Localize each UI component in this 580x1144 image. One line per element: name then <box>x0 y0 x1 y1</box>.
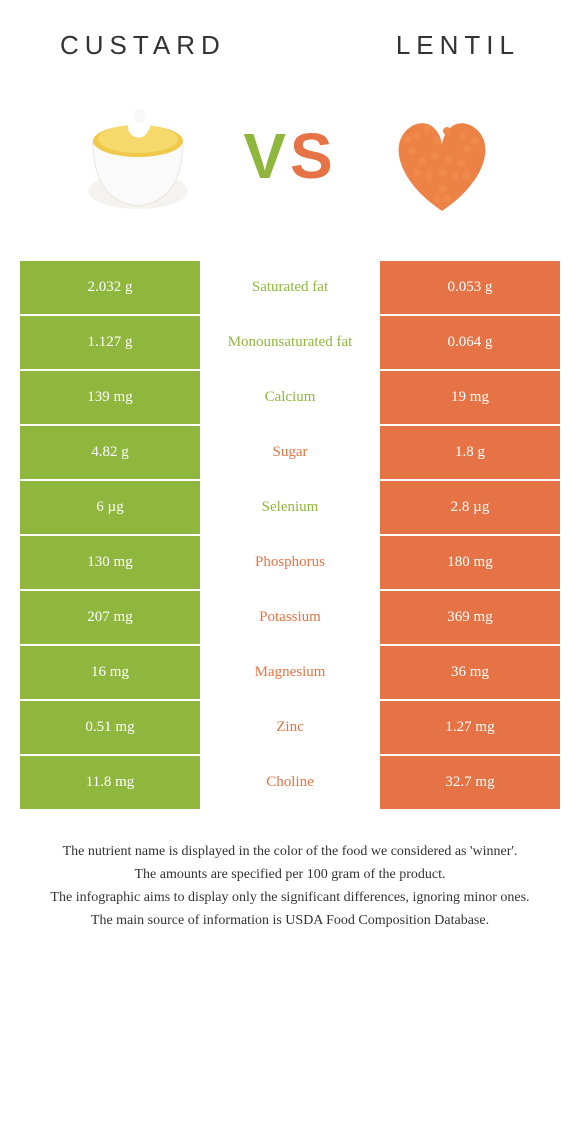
left-value: 16 mg <box>20 646 200 701</box>
left-value: 2.032 g <box>20 261 200 316</box>
right-value: 1.27 mg <box>380 701 560 756</box>
left-value: 4.82 g <box>20 426 200 481</box>
vs-s: S <box>290 120 337 192</box>
comparison-table: 2.032 gSaturated fat0.053 g1.127 gMonoun… <box>20 261 560 811</box>
left-value: 207 mg <box>20 591 200 646</box>
nutrient-label: Sugar <box>200 426 380 481</box>
nutrient-label: Potassium <box>200 591 380 646</box>
images-row: VS <box>0 71 580 261</box>
table-row: 16 mgMagnesium36 mg <box>20 646 560 701</box>
nutrient-label: Magnesium <box>200 646 380 701</box>
right-value: 369 mg <box>380 591 560 646</box>
lentil-image <box>367 81 517 231</box>
table-row: 139 mgCalcium19 mg <box>20 371 560 426</box>
table-row: 2.032 gSaturated fat0.053 g <box>20 261 560 316</box>
custard-image <box>63 81 213 231</box>
nutrient-label: Phosphorus <box>200 536 380 591</box>
nutrient-label: Calcium <box>200 371 380 426</box>
footnote-line: The amounts are specified per 100 gram o… <box>30 864 550 885</box>
nutrient-label: Saturated fat <box>200 261 380 316</box>
nutrient-label: Zinc <box>200 701 380 756</box>
right-value: 36 mg <box>380 646 560 701</box>
nutrient-label: Choline <box>200 756 380 811</box>
right-food-title: LENTIL <box>396 30 520 61</box>
left-value: 130 mg <box>20 536 200 591</box>
table-row: 6 µgSelenium2.8 µg <box>20 481 560 536</box>
nutrient-label: Selenium <box>200 481 380 536</box>
header: CUSTARD LENTIL <box>0 0 580 71</box>
footnote-line: The nutrient name is displayed in the co… <box>30 841 550 862</box>
right-value: 0.053 g <box>380 261 560 316</box>
left-food-title: CUSTARD <box>60 30 226 61</box>
footnotes: The nutrient name is displayed in the co… <box>30 841 550 931</box>
table-row: 0.51 mgZinc1.27 mg <box>20 701 560 756</box>
left-value: 0.51 mg <box>20 701 200 756</box>
table-row: 11.8 mgCholine32.7 mg <box>20 756 560 811</box>
left-value: 139 mg <box>20 371 200 426</box>
table-row: 1.127 gMonounsaturated fat0.064 g <box>20 316 560 371</box>
left-value: 1.127 g <box>20 316 200 371</box>
left-value: 6 µg <box>20 481 200 536</box>
nutrient-label: Monounsaturated fat <box>200 316 380 371</box>
right-value: 2.8 µg <box>380 481 560 536</box>
table-row: 4.82 gSugar1.8 g <box>20 426 560 481</box>
footnote-line: The infographic aims to display only the… <box>30 887 550 908</box>
right-value: 32.7 mg <box>380 756 560 811</box>
left-value: 11.8 mg <box>20 756 200 811</box>
right-value: 1.8 g <box>380 426 560 481</box>
footnote-line: The main source of information is USDA F… <box>30 910 550 931</box>
table-row: 207 mgPotassium369 mg <box>20 591 560 646</box>
vs-v: V <box>243 120 290 192</box>
right-value: 19 mg <box>380 371 560 426</box>
right-value: 0.064 g <box>380 316 560 371</box>
right-value: 180 mg <box>380 536 560 591</box>
table-row: 130 mgPhosphorus180 mg <box>20 536 560 591</box>
vs-label: VS <box>243 119 336 193</box>
